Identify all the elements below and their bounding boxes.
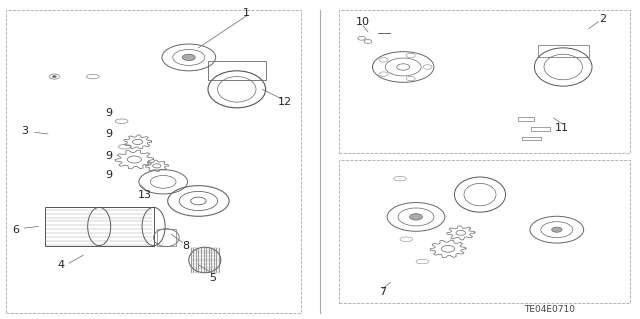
Bar	[538, 45, 589, 57]
Bar	[208, 61, 266, 80]
Text: 9: 9	[105, 108, 113, 118]
Bar	[531, 127, 550, 131]
Text: 7: 7	[379, 287, 387, 297]
Text: TE04E0710: TE04E0710	[524, 305, 575, 314]
Text: 12: 12	[278, 97, 292, 107]
Text: 9: 9	[105, 129, 113, 139]
Text: 5: 5	[210, 272, 216, 283]
Ellipse shape	[410, 214, 422, 220]
Text: 11: 11	[555, 122, 569, 133]
Text: 1: 1	[243, 8, 250, 18]
Bar	[339, 10, 630, 153]
Text: 6: 6	[13, 225, 19, 235]
Bar	[518, 117, 534, 121]
Bar	[45, 207, 154, 246]
Text: 8: 8	[182, 241, 189, 251]
Text: 10: 10	[356, 17, 370, 27]
Text: 4: 4	[57, 260, 65, 270]
Ellipse shape	[552, 227, 562, 232]
Text: 3: 3	[21, 126, 28, 136]
Circle shape	[52, 76, 56, 78]
Text: 2: 2	[599, 14, 607, 24]
Bar	[157, 229, 176, 246]
Text: 9: 9	[105, 151, 113, 161]
Bar	[522, 137, 541, 140]
Text: 13: 13	[138, 189, 152, 200]
Ellipse shape	[182, 54, 195, 61]
Text: 9: 9	[105, 170, 113, 181]
Bar	[339, 160, 630, 303]
